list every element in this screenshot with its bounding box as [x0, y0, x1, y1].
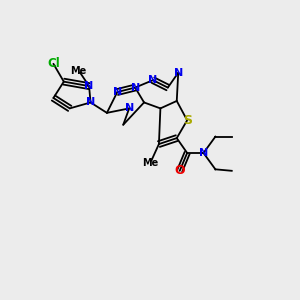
Text: S: S	[183, 114, 192, 127]
Text: N: N	[148, 75, 158, 85]
Text: Me: Me	[70, 66, 87, 76]
Text: N: N	[174, 68, 183, 78]
Text: Me: Me	[142, 158, 158, 168]
Text: N: N	[84, 81, 94, 91]
Text: N: N	[199, 148, 208, 158]
Text: Cl: Cl	[47, 57, 60, 70]
Text: N: N	[124, 103, 134, 113]
Text: N: N	[86, 98, 95, 107]
Text: N: N	[130, 82, 140, 93]
Text: N: N	[113, 87, 122, 97]
Text: O: O	[174, 164, 185, 177]
